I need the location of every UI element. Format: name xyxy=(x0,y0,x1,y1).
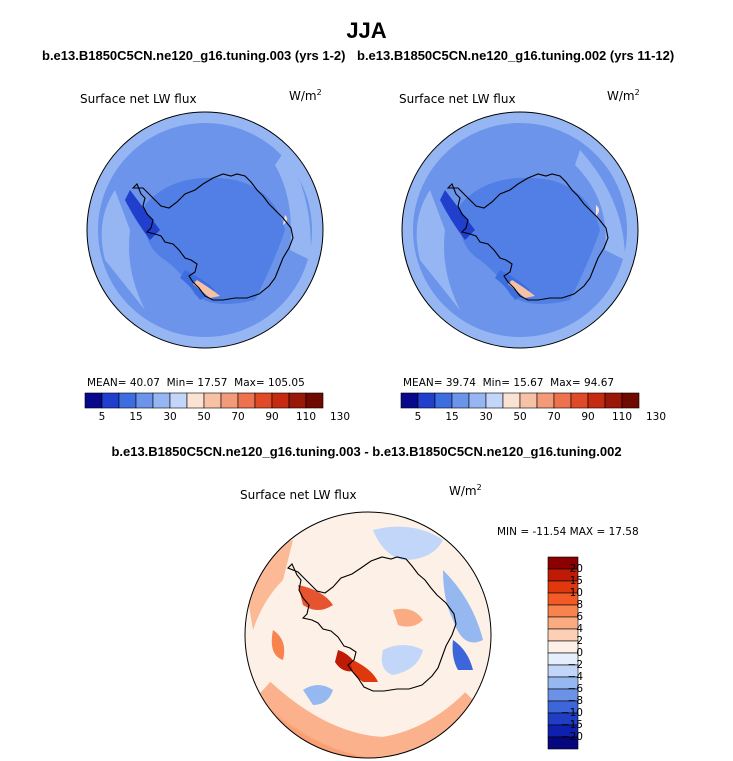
left-colorbar-tick-label: 130 xyxy=(329,411,351,423)
diff-units-label: W/m2 xyxy=(449,483,482,498)
diff-colorbar-tick-label: 6 xyxy=(576,611,583,623)
right-colorbar-tick-label: 5 xyxy=(414,411,422,423)
left-stats: MEAN= 40.07 Min= 17.57 Max= 105.05 xyxy=(87,377,305,389)
left-colorbar-box xyxy=(271,392,290,409)
right-colorbar-tick-label: 15 xyxy=(445,411,459,423)
right-variable-label: Surface net LW flux xyxy=(399,92,516,106)
right-colorbar-tick-label: 110 xyxy=(611,411,633,423)
right-colorbar-box xyxy=(451,392,470,409)
diff-colorbar-tick-label: −20 xyxy=(560,731,583,743)
left-units-label: W/m2 xyxy=(289,88,322,103)
right-colorbar-box xyxy=(587,392,606,409)
right-colorbar-box xyxy=(536,392,555,409)
right-colorbar-tick-label: 50 xyxy=(513,411,527,423)
diff-colorbar-tick-label: 2 xyxy=(576,635,583,647)
right-colorbar-box xyxy=(400,392,419,409)
right-colorbar-tick-label: 70 xyxy=(547,411,561,423)
left-colorbar-tick-label: 50 xyxy=(197,411,211,423)
right-colorbar-box xyxy=(502,392,521,409)
left-colorbar-box xyxy=(237,392,256,409)
diff-map xyxy=(244,511,492,759)
right-units-label: W/m2 xyxy=(607,88,640,103)
left-colorbar-box xyxy=(118,392,137,409)
left-colorbar-box xyxy=(169,392,188,409)
left-colorbar-box xyxy=(135,392,154,409)
diff-colorbar-tick-label: −8 xyxy=(567,695,583,707)
left-colorbar-box xyxy=(186,392,205,409)
left-map xyxy=(86,111,324,349)
diff-title: b.e13.B1850C5CN.ne120_g16.tuning.003 - b… xyxy=(111,444,622,459)
right-colorbar-tick-label: 130 xyxy=(645,411,667,423)
left-colorbar-box xyxy=(305,392,324,409)
right-colorbar-tick-label: 30 xyxy=(479,411,493,423)
diff-colorbar-tick-label: −6 xyxy=(567,683,583,695)
left-colorbar xyxy=(84,392,324,409)
right-colorbar-box xyxy=(434,392,453,409)
right-colorbar-ticks: 5 15 30 50 70 90 110 130 xyxy=(401,411,666,425)
left-colorbar-box xyxy=(152,392,171,409)
right-colorbar-tick-label: 90 xyxy=(581,411,595,423)
left-colorbar-box xyxy=(288,392,307,409)
diff-colorbar-tick-label: 15 xyxy=(569,575,583,587)
left-colorbar-box xyxy=(84,392,103,409)
figure-title: JJA xyxy=(346,18,387,43)
left-colorbar-tick-label: 30 xyxy=(163,411,177,423)
diff-variable-label: Surface net LW flux xyxy=(240,488,357,502)
left-colorbar-tick-label: 15 xyxy=(129,411,143,423)
left-colorbar-ticks: 5 15 30 50 70 90 110 130 xyxy=(85,411,350,425)
diff-colorbar-tick-label: 8 xyxy=(576,599,583,611)
left-colorbar-box xyxy=(220,392,239,409)
right-colorbar-box xyxy=(519,392,538,409)
right-colorbar-box xyxy=(417,392,436,409)
left-colorbar-tick-label: 5 xyxy=(98,411,106,423)
right-colorbar-box xyxy=(553,392,572,409)
diff-colorbar-tick-label: 0 xyxy=(576,647,583,659)
right-colorbar xyxy=(400,392,640,409)
diff-colorbar-tick-label: −2 xyxy=(567,659,583,671)
left-colorbar-box xyxy=(203,392,222,409)
right-colorbar-box xyxy=(621,392,640,409)
diff-colorbar xyxy=(547,556,579,750)
diff-colorbar-tick-label: 4 xyxy=(576,623,583,635)
right-colorbar-box xyxy=(570,392,589,409)
diff-colorbar-tick-label: −4 xyxy=(567,671,583,683)
right-stats: MEAN= 39.74 Min= 15.67 Max= 94.67 xyxy=(403,377,615,389)
left-colorbar-box xyxy=(254,392,273,409)
diff-colorbar-box xyxy=(547,736,579,750)
left-colorbar-tick-label: 110 xyxy=(295,411,317,423)
right-colorbar-box xyxy=(485,392,504,409)
right-colorbar-box xyxy=(468,392,487,409)
diff-stats: MIN = -11.54 MAX = 17.58 xyxy=(497,526,639,538)
diff-colorbar-ticks: 20 15 10 8 6 4 2 0 −2 −4 −6 −8 −10 −15 −20 xyxy=(553,557,613,752)
right-colorbar-box xyxy=(604,392,623,409)
left-case-title: b.e13.B1850C5CN.ne120_g16.tuning.003 (yr… xyxy=(42,48,346,63)
diff-colorbar-tick-label: 10 xyxy=(569,587,583,599)
left-colorbar-box xyxy=(101,392,120,409)
right-case-title: b.e13.B1850C5CN.ne120_g16.tuning.002 (yr… xyxy=(357,48,675,63)
diff-colorbar-tick-label: −10 xyxy=(560,707,583,719)
diff-colorbar-tick-label: −15 xyxy=(560,719,583,731)
left-variable-label: Surface net LW flux xyxy=(80,92,197,106)
left-colorbar-tick-label: 70 xyxy=(231,411,245,423)
right-map xyxy=(401,111,639,349)
left-colorbar-tick-label: 90 xyxy=(265,411,279,423)
diff-colorbar-tick-label: 20 xyxy=(569,563,583,575)
